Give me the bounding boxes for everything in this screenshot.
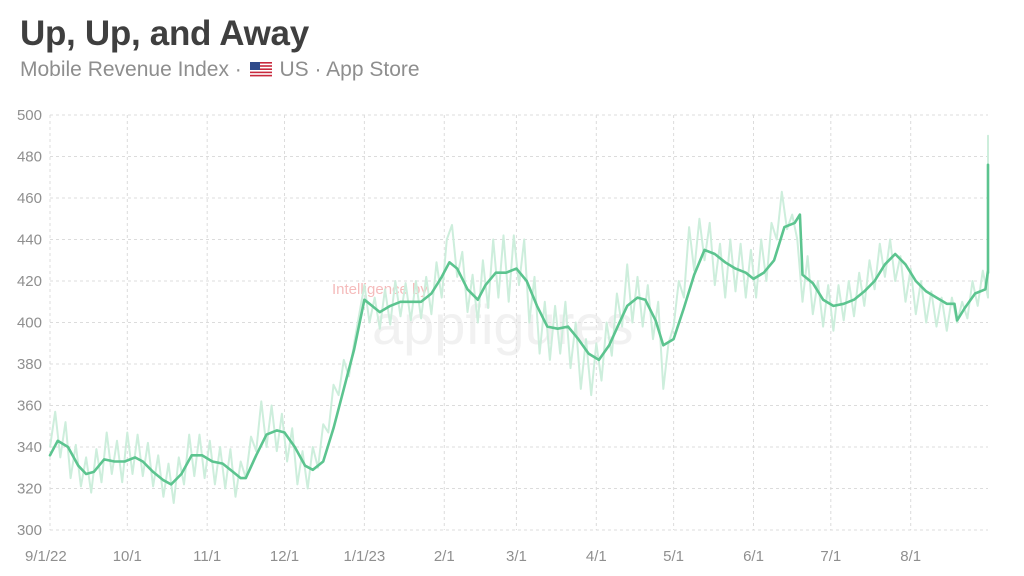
y-tick-label: 460 [17, 190, 42, 207]
series [48, 134, 990, 504]
us-flag-icon [249, 62, 272, 77]
x-tick-label: 10/1 [113, 548, 142, 565]
y-tick-label: 480 [17, 149, 42, 166]
raw-daily-series-line [49, 134, 989, 504]
chart-subtitle: Mobile Revenue Index · US · App Store [20, 58, 420, 82]
smoothed-series-line [48, 163, 990, 486]
y-tick-label: 300 [17, 522, 42, 539]
y-tick-label: 400 [17, 315, 42, 332]
x-tick-label: 1/1/23 [344, 548, 386, 565]
subtitle-prefix: Mobile Revenue Index · [20, 58, 248, 81]
y-axis-ticks: 300 320 340 360 380 400 420 440 460 480 500 [17, 107, 42, 539]
y-tick-label: 380 [17, 356, 42, 373]
x-tick-label: 2/1 [434, 548, 455, 565]
y-tick-label: 440 [17, 232, 42, 249]
subtitle-suffix: US · App Store [273, 58, 420, 81]
x-tick-label: 11/1 [193, 548, 221, 565]
y-tick-label: 500 [17, 107, 42, 124]
x-tick-label: 9/1/22 [25, 548, 67, 565]
y-tick-label: 340 [17, 439, 42, 456]
x-tick-label: 5/1 [663, 548, 684, 565]
x-tick-label: 7/1 [820, 548, 841, 565]
x-tick-label: 3/1 [506, 548, 527, 565]
x-tick-label: 4/1 [586, 548, 607, 565]
x-tick-label: 6/1 [743, 548, 764, 565]
x-axis-ticks: 9/1/22 10/1 11/1 12/1 1/1/23 2/1 3/1 4/1 5/1 6/1 7… [25, 548, 921, 565]
y-tick-label: 320 [17, 481, 42, 498]
watermark-line2: appfigures [372, 293, 634, 356]
x-tick-label: 12/1 [270, 548, 299, 565]
chart-title: Up, Up, and Away [20, 14, 309, 53]
x-tick-label: 8/1 [900, 548, 921, 565]
y-tick-label: 360 [17, 398, 42, 415]
y-tick-label: 420 [17, 273, 42, 290]
